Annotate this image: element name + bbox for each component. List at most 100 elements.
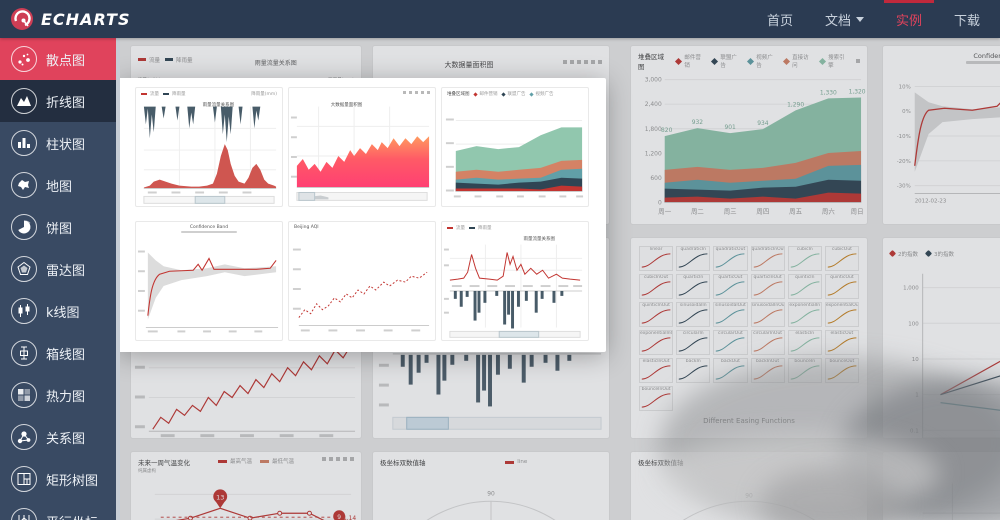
sidebar-item-candlestick[interactable]: k线图 (0, 290, 120, 332)
scatter-icon (11, 46, 37, 72)
easing-curve (753, 337, 782, 352)
easing-cell: backIn (676, 358, 711, 383)
easing-name: cubicOut (831, 247, 852, 252)
sidebar-item-map[interactable]: 地图 (0, 164, 120, 206)
chart-title: 大数据量面积图 (444, 61, 494, 69)
toolbox-icons (403, 91, 430, 94)
chart-title: Different Easing Functions (703, 417, 795, 425)
sidebar-item-boxplot[interactable]: 箱线图 (0, 332, 120, 374)
angle-tick: 90 (745, 492, 753, 499)
chart-title: 堆叠区域图 (638, 53, 664, 71)
main-nav: 首页 文档 实例 下载 (751, 0, 996, 38)
y-tick: 1 (915, 393, 918, 399)
legend-marker (819, 57, 827, 65)
sidebar-item-heatmap[interactable]: 热力图 (0, 374, 120, 416)
easing-name: quarticIn (683, 275, 704, 280)
stacked-area-thumb (445, 118, 584, 198)
echarts-logo-icon (11, 8, 33, 30)
popup-card-bigdata-area[interactable]: 大数据量面积图 (288, 87, 436, 207)
legend-item: 流量 (456, 226, 465, 231)
easing-curve (790, 253, 820, 268)
easing-cell: quadraticOut (713, 246, 748, 271)
x-tick: 周二 (691, 207, 704, 215)
easing-curve (678, 309, 708, 324)
sidebar-item-label: 箱线图 (46, 347, 86, 363)
popup-card-confidence-band[interactable]: Confidence Band (135, 221, 283, 341)
easing-name: backIn (685, 359, 701, 364)
example-card-stacked-area[interactable]: 堆叠区域图 邮件营销 联盟广告 视频广告 直接访问 搜索引擎 3,000 2,4… (630, 45, 868, 225)
legend-marker (528, 91, 534, 97)
legend-marker (675, 57, 683, 65)
sidebar-item-pie[interactable]: 饼图 (0, 206, 120, 248)
example-card-confidence-band[interactable]: Confidence Band 10% 0% -10% -20% -30% 20… (882, 45, 1000, 225)
sidebar-item-label: 关系图 (46, 431, 86, 447)
sidebar-item-line[interactable]: 折线图 (0, 80, 120, 122)
popup-card-rainfall-flow-dual[interactable]: 流量 降雨量 雨量流量关系图 (441, 221, 589, 341)
easing-curve (716, 309, 745, 324)
sidebar-item-treemap[interactable]: 矩形树图 (0, 458, 120, 500)
legend-marker (163, 93, 169, 95)
sidebar-item-radar[interactable]: 雷达图 (0, 248, 120, 290)
easing-name: quarticInOut (753, 275, 782, 280)
y-tick: 0 (658, 200, 662, 207)
sidebar-item-label: 矩形树图 (46, 473, 99, 489)
example-card-log-axis[interactable]: 2的指数 3的指数 对数轴示例 1,000 100 10 1 0.1 (882, 237, 1000, 439)
example-card-temperature[interactable]: 未来一周气温变化 纯属虚构 最高气温 最低气温 11.14 13 (130, 451, 362, 520)
easing-name: circularInOut (753, 331, 783, 336)
example-card-misc[interactable] (882, 451, 1000, 520)
polar-chart: 90 135 45 (426, 490, 556, 520)
easing-name: backInOut (756, 359, 780, 364)
easing-curve (827, 253, 857, 268)
legend-item: 降雨量 (172, 92, 186, 97)
easing-cell: backOut (713, 358, 748, 383)
collapse-icon (856, 59, 860, 63)
easing-name: cubicIn (796, 247, 813, 252)
legend-item: 最低气温 (272, 459, 295, 465)
legend-item: 降雨量 (478, 226, 492, 231)
popup-card-rainfall-flow[interactable]: 流量 降雨量 雨量流量关系图 降雨量(mm) (135, 87, 283, 207)
example-card-polar-petals[interactable]: 极坐标双数值轴 90 (630, 451, 868, 520)
confidence-band-thumb (137, 250, 279, 333)
legend-marker (747, 57, 755, 65)
easing-curve (753, 253, 782, 268)
easing-curve (827, 281, 857, 296)
legend-marker (165, 58, 174, 61)
y-tick: 2,400 (645, 101, 662, 108)
sidebar-item-scatter[interactable]: 散点图 (0, 38, 120, 80)
easing-curve (641, 281, 671, 296)
y-tick: 600 (650, 175, 662, 182)
navbar: ECHARTS 首页 文档 实例 下载 (0, 0, 1000, 38)
nav-home[interactable]: 首页 (751, 0, 809, 38)
example-card-easing-functions[interactable]: linear quadraticIn quadraticOut quadrati… (630, 237, 868, 439)
polar-petals-chart: 90 (682, 492, 816, 520)
y-tick: 1,000 (903, 286, 919, 292)
easing-name: quinticIn (795, 275, 815, 280)
legend-marker (260, 459, 269, 463)
nav-download[interactable]: 下载 (938, 0, 996, 38)
easing-curve (678, 365, 708, 380)
sidebar-item-parallel[interactable]: 平行坐标 (0, 500, 120, 520)
echarts-logo[interactable]: ECHARTS (10, 7, 130, 31)
sidebar-scrollbar[interactable] (116, 38, 120, 520)
chart-title: Beijing AQI (294, 225, 319, 230)
easing-cell: elasticIn (787, 330, 822, 355)
example-card-polar[interactable]: 极坐标双数值轴 line 90 135 45 (372, 451, 610, 520)
popup-card-stacked-area[interactable]: 堆叠区域图 邮件营销 联盟广告 视频广告 (441, 87, 589, 207)
x-tick: 周五 (789, 207, 802, 215)
x-tick: 周一 (658, 207, 671, 215)
easing-cell: quadraticInOut (750, 246, 785, 271)
popup-card-beijing-aqi[interactable]: Beijing AQI (288, 221, 436, 341)
nav-docs[interactable]: 文档 (809, 0, 880, 38)
legend-marker (924, 249, 933, 258)
y-tick: 3,000 (645, 77, 662, 84)
sidebar-item-bar[interactable]: 柱状图 (0, 122, 120, 164)
chart-subtitle-placeholder (966, 61, 1000, 64)
nav-examples[interactable]: 实例 (880, 0, 938, 38)
easing-curve (641, 309, 671, 324)
legend-item: 联盟广告 (507, 92, 526, 97)
sidebar-item-label: 热力图 (46, 389, 86, 405)
legend-item: 流量 (150, 92, 159, 97)
sidebar-item-graph[interactable]: 关系图 (0, 416, 120, 458)
radar-chart-icon (11, 256, 37, 282)
